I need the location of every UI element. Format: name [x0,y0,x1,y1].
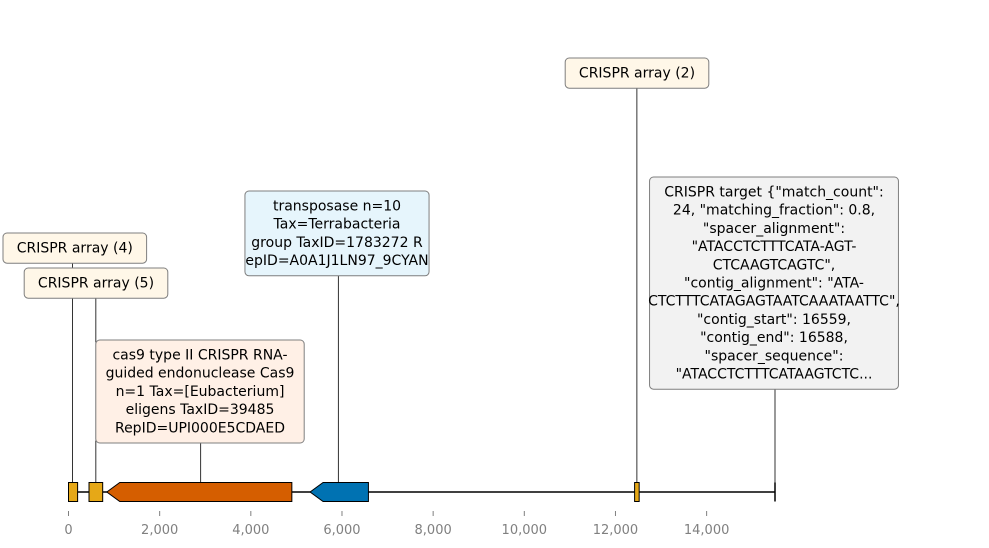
annotation-leaders [72,88,776,492]
annotation-line: "spacer_sequence": [705,348,844,364]
annotation-text: transposase n=10 Tax=Terrabacteria group T… [245,199,428,270]
annotation-label: transposase n=10 Tax=Terrabacteria group T… [244,190,430,277]
annotation-line: CTCTTTCATAGAGTAATCAAATAATTC", [648,294,900,310]
annotation-box [244,190,430,277]
x-tick-label: 14,000 [684,523,730,538]
annotation-text: CRISPR array (5) [38,276,154,292]
annotation-box [2,232,148,264]
feature-crispr2_box [634,482,640,502]
annotation-line: "contig_start": 16559, [697,312,851,328]
annotation-line: CRISPR array (4) [17,241,133,257]
x-tick-label: 6,000 [323,523,360,538]
annotation-text: CRISPR array (4) [17,241,133,257]
feature-crispr4_box [68,482,79,502]
annotation-labels: CRISPR array (4) CRISPR array (5) cas9 typ… [2,57,900,444]
feature-transposase [309,482,369,502]
annotation-line: "contig_alignment": "ATA- [684,276,864,292]
annotation-label: CRISPR array (2) [564,57,710,89]
annotation-box [564,57,710,89]
annotation-line: "contig_end": 16588, [700,330,848,346]
annotation-line: CTCAAGTCAGTC", [713,257,836,273]
x-tick-label: 4,000 [232,523,269,538]
annotation-label: CRISPR array (5) [23,267,169,299]
annotation-label: CRISPR array (4) [2,232,148,264]
x-tick-label: 10,000 [502,523,548,538]
annotation-line: eligens TaxID=39485 [126,402,275,418]
annotation-line: CRISPR array (2) [579,66,695,82]
annotation-line: guided endonuclease Cas9 [106,366,295,382]
annotation-line: RepID=UPI000E5CDAED [115,420,285,436]
annotation-label: CRISPR target {"match_count": 24, "matchi… [648,176,900,390]
feature-glyphs [68,482,776,502]
annotation-line: cas9 type II CRISPR RNA- [112,348,287,364]
annotation-line: "ATACCTCTTTCATAAGTCTC... [676,367,873,383]
feature-crispr5_box [88,482,104,502]
x-tick-label: 8,000 [415,523,452,538]
annotation-text: cas9 type II CRISPR RNA-guided endonucle… [106,348,295,437]
annotation-box [23,267,169,299]
annotation-line: group TaxID=1783272 R [251,235,423,251]
x-tick-label: 2,000 [141,523,178,538]
annotation-line: CRISPR array (5) [38,276,154,292]
annotation-line: "ATACCTCTTTCATA-AGT- [692,239,857,255]
x-tick-label: 12,000 [593,523,639,538]
annotation-line: n=1 Tax=[Eubacterium] [116,384,285,400]
annotation-line: Tax=Terrabacteria [273,217,401,233]
annotation-line: transposase n=10 [273,199,401,215]
annotation-label: cas9 type II CRISPR RNA-guided endonucle… [95,339,305,444]
annotation-box [649,176,899,390]
annotation-line: 24, "matching_fraction": 0.8, [673,203,875,219]
x-tick-label: 0 [64,523,72,538]
x-axis: 0 2,000 4,000 6,000 8,000 10,000 12,000 14,000 [64,511,729,538]
feature-cas9 [105,482,293,502]
annotation-box [95,339,305,444]
annotation-text: CRISPR target {"match_count": 24, "matchi… [648,185,900,383]
annotation-line: epID=A0A1J1LN97_9CYAN [245,253,428,269]
annotation-line: "spacer_alignment": [703,221,845,237]
annotation-line: CRISPR target {"match_count": [664,185,883,201]
annotation-text: CRISPR array (2) [579,66,695,82]
